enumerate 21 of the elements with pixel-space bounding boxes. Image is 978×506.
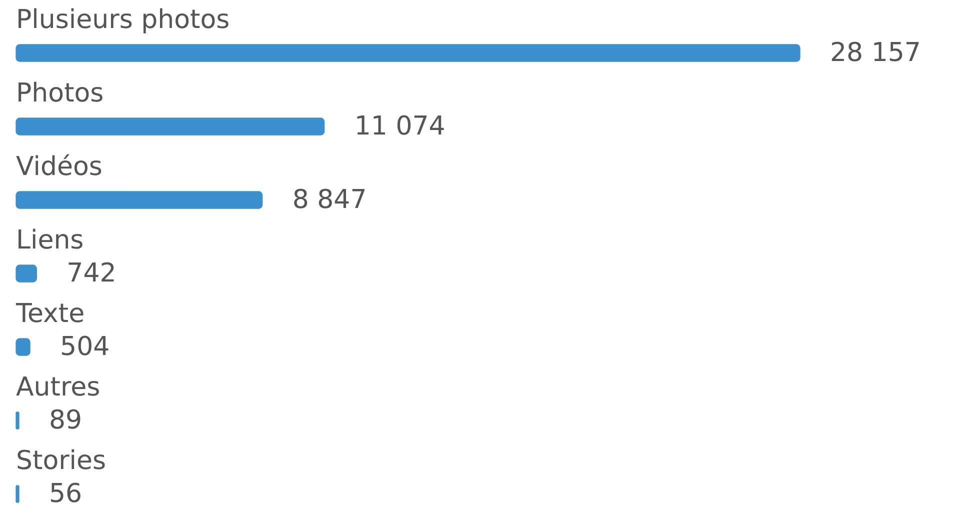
y-tick-label: Stories [16,446,106,476]
y-tick-label: Plusieurs photos [16,4,230,35]
y-tick-label: Liens [16,225,84,256]
data-label: 504 [60,332,110,362]
bar [16,485,20,503]
bar [16,338,30,356]
bar [16,412,20,430]
data-label: 8 847 [292,184,367,215]
y-tick-label: Autres [16,372,100,402]
data-label: 28 157 [830,38,921,68]
bar [16,264,37,282]
y-tick-label: Photos [16,78,104,108]
data-label: 89 [49,405,82,436]
bar [16,118,325,136]
bar [16,191,263,209]
data-label: 56 [49,478,82,506]
data-label: 742 [66,258,116,288]
y-tick-label: Vidéos [16,152,102,182]
data-label: 11 074 [354,111,446,142]
bar [16,44,800,62]
y-tick-label: Texte [15,298,85,329]
